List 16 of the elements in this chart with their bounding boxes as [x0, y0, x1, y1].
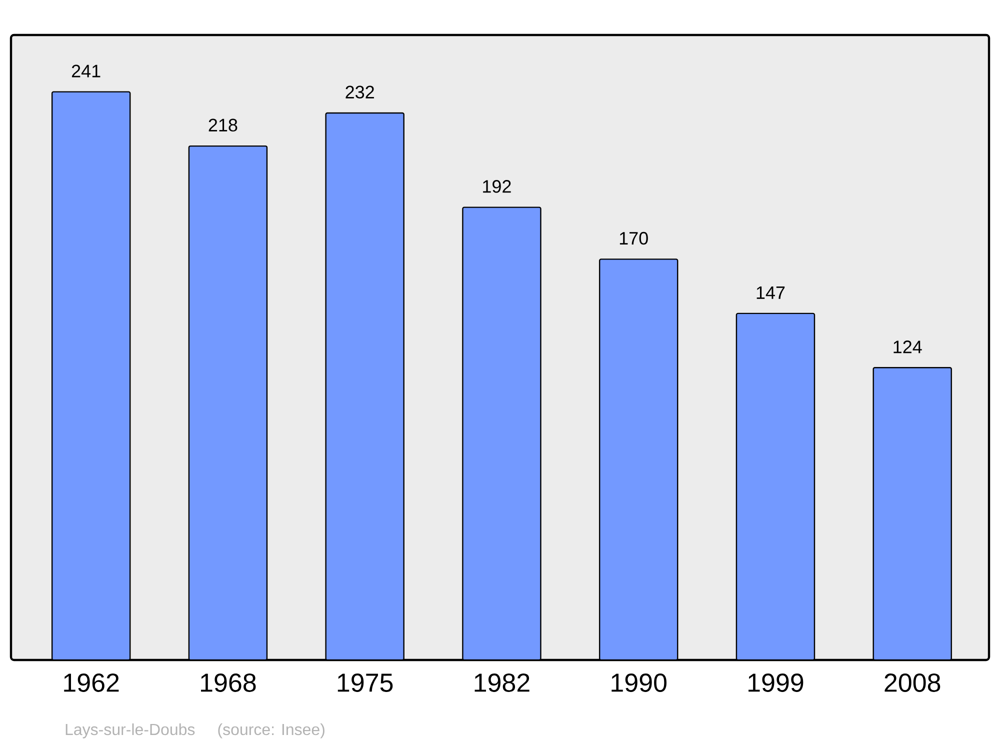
- x-tick-label: 1968: [201, 674, 256, 692]
- x-tick-label: 1990: [612, 674, 666, 692]
- x-tick-label: 1962: [64, 674, 119, 692]
- text: Lays-sur-le-Doubs: [66, 723, 195, 738]
- data-label: 241: [72, 64, 100, 78]
- data-label: 147: [756, 286, 785, 299]
- x-tick-label: 1975: [338, 674, 393, 692]
- data-label: 218: [208, 118, 238, 132]
- data-label: 170: [620, 232, 648, 245]
- x-tick-label: 2008: [884, 674, 940, 692]
- x-tick-label: 1982: [474, 674, 530, 692]
- data-label: 232: [346, 86, 374, 98]
- data-label: 124: [894, 340, 922, 354]
- x-tick-label: 1999: [748, 674, 804, 692]
- data-label: 192: [483, 180, 511, 193]
- text: (source: Insee): [218, 723, 324, 738]
